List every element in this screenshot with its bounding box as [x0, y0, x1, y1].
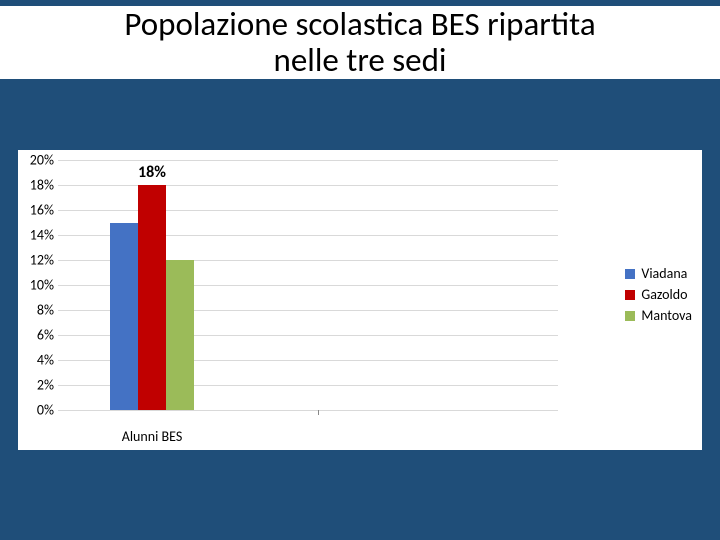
legend-label: Gazoldo	[641, 286, 687, 303]
gridline	[58, 160, 558, 161]
y-tick-label: 20%	[20, 152, 54, 169]
legend-item: Mantova	[625, 307, 692, 324]
legend-label: Viadana	[641, 265, 687, 282]
legend-swatch	[625, 290, 635, 300]
slide: Popolazione scolastica BES ripartita nel…	[0, 0, 720, 540]
gridline	[58, 410, 558, 411]
gridline	[58, 210, 558, 211]
chart: Viadana Gazoldo Mantova 20% 18% 16% 14% 12% 10%…	[18, 150, 702, 450]
y-tick-label: 18%	[20, 177, 54, 194]
x-category-label: Alunni BES	[122, 428, 183, 445]
y-tick-label: 6%	[20, 327, 54, 344]
plot-area	[58, 160, 558, 410]
gridline	[58, 185, 558, 186]
slide-title: Popolazione scolastica BES ripartita nel…	[0, 6, 720, 79]
y-tick-label: 12%	[20, 252, 54, 269]
legend-swatch	[625, 311, 635, 321]
title-line-2: nelle tre sedi	[273, 40, 446, 80]
legend-item: Viadana	[625, 265, 692, 282]
y-tick-label: 0%	[20, 402, 54, 419]
data-label: 18%	[138, 163, 166, 182]
legend-item: Gazoldo	[625, 286, 692, 303]
bar-mantova	[166, 260, 194, 410]
x-tick-mark	[318, 410, 319, 415]
legend: Viadana Gazoldo Mantova	[625, 265, 692, 328]
y-tick-label: 14%	[20, 227, 54, 244]
y-tick-label: 8%	[20, 302, 54, 319]
y-tick-label: 16%	[20, 202, 54, 219]
title-line-1: Popolazione scolastica BES ripartita	[124, 4, 595, 44]
bar-gazoldo	[138, 185, 166, 410]
legend-label: Mantova	[641, 307, 692, 324]
legend-swatch	[625, 269, 635, 279]
y-tick-label: 10%	[20, 277, 54, 294]
bar-viadana	[110, 223, 138, 411]
y-tick-label: 2%	[20, 377, 54, 394]
y-tick-label: 4%	[20, 352, 54, 369]
